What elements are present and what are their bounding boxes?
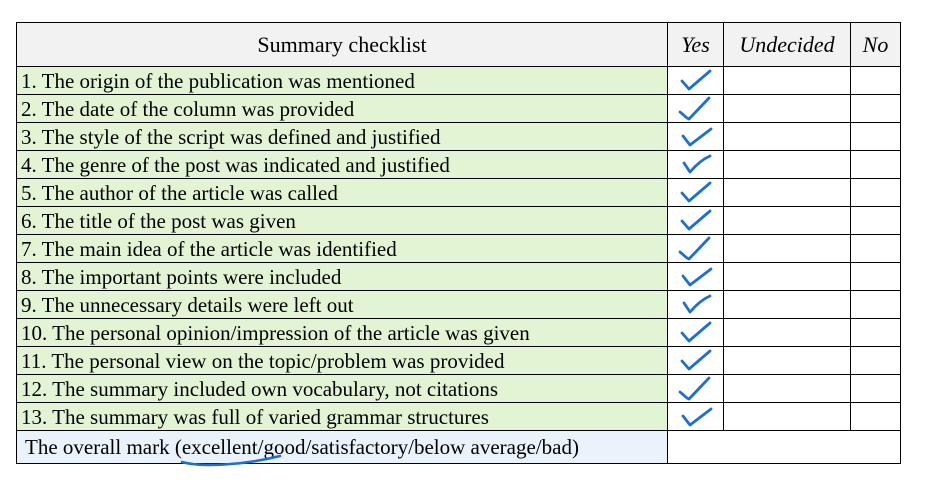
answer-cell-no[interactable] [850,290,901,319]
answer-cell-undecided[interactable] [723,262,851,291]
checklist-rows: 1. The origin of the publication was men… [16,66,901,431]
answer-cell-no[interactable] [850,206,901,235]
checklist-row: 4. The genre of the post was indicated a… [16,150,901,179]
answer-cell-yes[interactable] [667,178,724,207]
answer-cell-yes[interactable] [667,318,724,347]
header-yes: Yes [667,22,724,67]
answer-cell-yes[interactable] [667,66,724,95]
criterion-text: 6. The title of the post was given [16,206,668,235]
answer-cell-undecided[interactable] [723,318,851,347]
checklist-row: 6. The title of the post was given [16,206,901,235]
overall-suffix: /good/satisfactory/below average/bad) [257,434,579,459]
checklist-row: 5. The author of the article was called [16,178,901,207]
answer-cell-undecided[interactable] [723,402,851,431]
answer-cell-no[interactable] [850,178,901,207]
criterion-text: 7. The main idea of the article was iden… [16,234,668,263]
summary-checklist-sheet: Summary checklist Yes Undecided No 1. Th… [16,22,901,466]
overall-row: The overall mark (excellent/good/satisfa… [16,430,901,466]
answer-cell-no[interactable] [850,234,901,263]
criterion-text: 12. The summary included own vocabulary,… [16,374,668,403]
answer-cell-undecided[interactable] [723,150,851,179]
answer-cell-no[interactable] [850,66,901,95]
answer-cell-undecided[interactable] [723,234,851,263]
answer-cell-undecided[interactable] [723,206,851,235]
answer-cell-no[interactable] [850,346,901,375]
overall-prefix: The overall mark ( [25,434,182,459]
criterion-text: 3. The style of the script was defined a… [16,122,668,151]
checklist-row: 2. The date of the column was provided [16,94,901,123]
checklist-row: 13. The summary was full of varied gramm… [16,402,901,431]
answer-cell-yes[interactable] [667,290,724,319]
answer-cell-yes[interactable] [667,150,724,179]
answer-cell-yes[interactable] [667,94,724,123]
criterion-text: 10. The personal opinion/impression of t… [16,318,668,347]
criterion-text: 11. The personal view on the topic/probl… [16,346,668,375]
checklist-row: 11. The personal view on the topic/probl… [16,346,901,375]
checklist-row: 7. The main idea of the article was iden… [16,234,901,263]
answer-cell-no[interactable] [850,374,901,403]
answer-cell-undecided[interactable] [723,94,851,123]
checklist-row: 12. The summary included own vocabulary,… [16,374,901,403]
checklist-row: 10. The personal opinion/impression of t… [16,318,901,347]
criterion-text: 13. The summary was full of varied gramm… [16,402,668,431]
answer-cell-yes[interactable] [667,122,724,151]
answer-cell-no[interactable] [850,94,901,123]
overall-mark: The overall mark (excellent/good/satisfa… [16,430,668,466]
criterion-text: 2. The date of the column was provided [16,94,668,123]
answer-cell-yes[interactable] [667,402,724,431]
answer-cell-yes[interactable] [667,262,724,291]
answer-cell-no[interactable] [850,402,901,431]
criterion-text: 8. The important points were included [16,262,668,291]
overall-mark-blank [667,430,901,464]
checklist-row: 8. The important points were included [16,262,901,291]
criterion-text: 1. The origin of the publication was men… [16,66,668,95]
answer-cell-yes[interactable] [667,346,724,375]
answer-cell-undecided[interactable] [723,66,851,95]
answer-cell-no[interactable] [850,318,901,347]
answer-cell-no[interactable] [850,122,901,151]
answer-cell-yes[interactable] [667,234,724,263]
answer-cell-no[interactable] [850,262,901,291]
criterion-text: 9. The unnecessary details were left out [16,290,668,319]
header-undecided: Undecided [723,22,851,67]
checklist-row: 1. The origin of the publication was men… [16,66,901,95]
answer-cell-undecided[interactable] [723,122,851,151]
answer-cell-yes[interactable] [667,206,724,235]
answer-cell-undecided[interactable] [723,290,851,319]
criterion-text: 4. The genre of the post was indicated a… [16,150,668,179]
answer-cell-yes[interactable] [667,374,724,403]
overall-selected-label: excellent [181,434,258,459]
checklist-row: 9. The unnecessary details were left out [16,290,901,319]
answer-cell-undecided[interactable] [723,178,851,207]
answer-cell-undecided[interactable] [723,374,851,403]
answer-cell-undecided[interactable] [723,346,851,375]
criterion-text: 5. The author of the article was called [16,178,668,207]
overall-selected: excellent [180,434,282,466]
checklist-table: Summary checklist Yes Undecided No 1. Th… [16,22,901,466]
header-no: No [850,22,901,67]
checklist-row: 3. The style of the script was defined a… [16,122,901,151]
header-criterion: Summary checklist [16,22,668,67]
handwritten-underline-icon [180,454,282,466]
header-row: Summary checklist Yes Undecided No [16,22,901,67]
answer-cell-no[interactable] [850,150,901,179]
